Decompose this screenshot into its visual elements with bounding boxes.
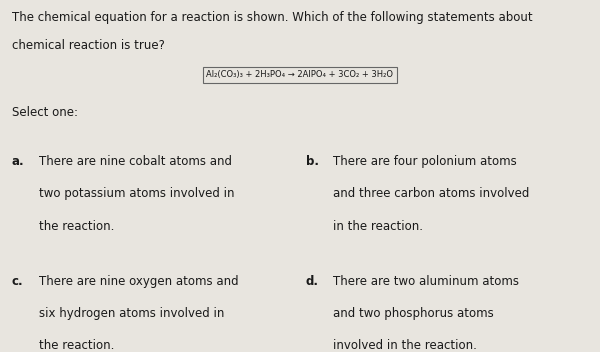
Text: chemical reaction is true?: chemical reaction is true? — [12, 39, 165, 52]
Text: There are nine cobalt atoms and: There are nine cobalt atoms and — [39, 155, 232, 168]
Text: There are nine oxygen atoms and: There are nine oxygen atoms and — [39, 275, 239, 288]
Text: Al₂(CO₃)₃ + 2H₃PO₄ → 2AlPO₄ + 3CO₂ + 3H₂O: Al₂(CO₃)₃ + 2H₃PO₄ → 2AlPO₄ + 3CO₂ + 3H₂… — [206, 70, 394, 80]
Text: There are four polonium atoms: There are four polonium atoms — [333, 155, 517, 168]
Text: six hydrogen atoms involved in: six hydrogen atoms involved in — [39, 307, 224, 320]
Text: in the reaction.: in the reaction. — [333, 220, 423, 233]
Text: involved in the reaction.: involved in the reaction. — [333, 339, 477, 352]
Text: two potassium atoms involved in: two potassium atoms involved in — [39, 187, 235, 200]
Text: a.: a. — [12, 155, 25, 168]
Text: Select one:: Select one: — [12, 106, 78, 119]
Text: b.: b. — [306, 155, 319, 168]
Text: the reaction.: the reaction. — [39, 220, 115, 233]
Text: c.: c. — [12, 275, 23, 288]
Text: d.: d. — [306, 275, 319, 288]
Text: and three carbon atoms involved: and three carbon atoms involved — [333, 187, 529, 200]
Text: the reaction.: the reaction. — [39, 339, 115, 352]
Text: and two phosphorus atoms: and two phosphorus atoms — [333, 307, 494, 320]
Text: There are two aluminum atoms: There are two aluminum atoms — [333, 275, 519, 288]
Text: The chemical equation for a reaction is shown. Which of the following statements: The chemical equation for a reaction is … — [12, 11, 533, 24]
